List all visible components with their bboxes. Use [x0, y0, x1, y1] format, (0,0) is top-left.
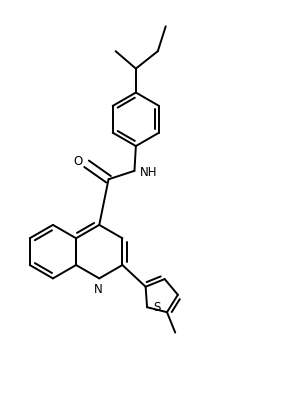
Text: NH: NH [140, 166, 157, 179]
Text: S: S [153, 301, 161, 314]
Text: O: O [73, 155, 82, 168]
Text: N: N [93, 282, 102, 296]
